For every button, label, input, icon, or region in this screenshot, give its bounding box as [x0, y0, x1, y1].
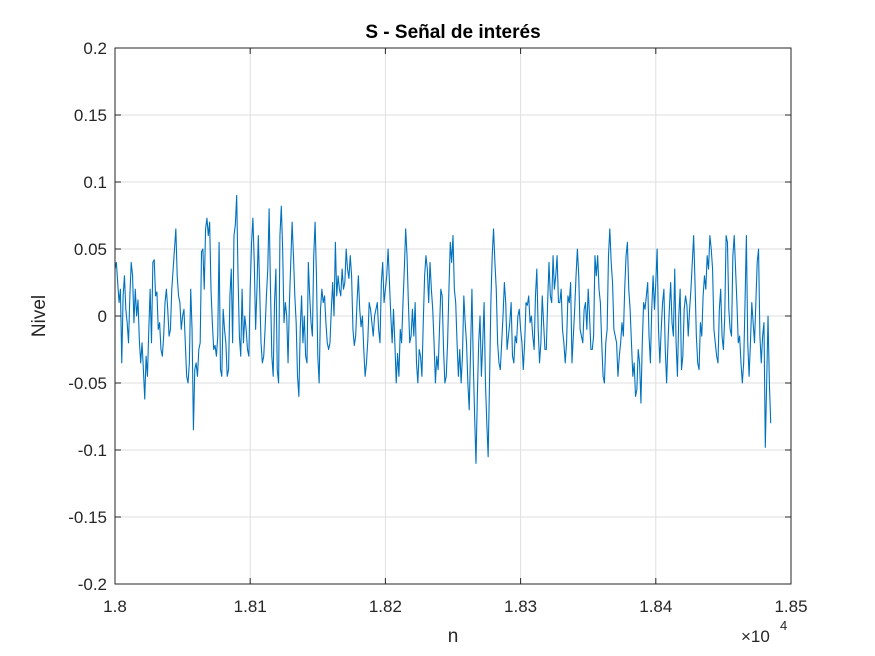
y-tick-label: -0.05	[68, 374, 107, 393]
y-tick-label: -0.2	[78, 575, 107, 594]
series-line	[114, 194, 772, 464]
x-scale-multiplier: ×10	[741, 627, 770, 646]
y-tick-labels: -0.2 -0.15 -0.1 -0.05 0 0.05 0.1 0.15 0.2	[68, 39, 107, 594]
x-tick-label: 1.8	[103, 597, 127, 616]
tick-marks	[114, 47, 792, 585]
y-tick-label: 0.2	[83, 39, 107, 58]
y-tick-label: 0.15	[74, 106, 107, 125]
y-axis-label: Nivel	[29, 295, 50, 337]
y-tick-label: -0.15	[68, 508, 107, 527]
y-tick-label: -0.1	[78, 441, 107, 460]
x-tick-label: 1.82	[369, 597, 402, 616]
x-tick-label: 1.83	[504, 597, 537, 616]
y-tick-label: 0.05	[74, 240, 107, 259]
series-layer	[114, 194, 772, 464]
x-tick-label: 1.84	[639, 597, 672, 616]
y-tick-label: 0	[98, 307, 107, 326]
x-tick-label: 1.81	[234, 597, 267, 616]
x-scale-exponent: 4	[780, 618, 787, 633]
x-tick-label: 1.85	[774, 597, 807, 616]
x-axis-label: n	[448, 626, 459, 647]
x-tick-labels: 1.8 1.81 1.82 1.83 1.84 1.85	[103, 597, 807, 616]
chart-title: S - Señal de interés	[365, 22, 540, 43]
y-tick-label: 0.1	[83, 173, 107, 192]
